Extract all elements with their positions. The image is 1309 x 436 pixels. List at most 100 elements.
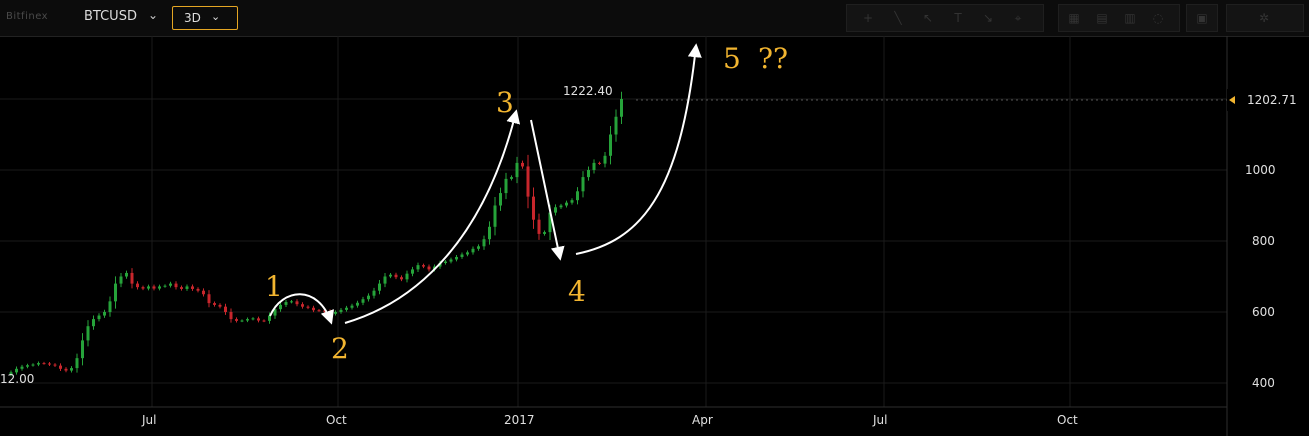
candle-up <box>411 269 414 274</box>
candle-up <box>389 274 392 277</box>
candle-up <box>570 200 574 203</box>
arrow-tool-icon[interactable]: ↖ <box>922 11 934 25</box>
candle-down <box>64 368 68 371</box>
price-tick-label: 1000 <box>1245 163 1276 177</box>
chevron-down-icon[interactable]: ⌄ <box>148 8 159 22</box>
candle-up <box>246 319 249 321</box>
candle-up <box>9 372 13 375</box>
wave-label-1: 1 <box>265 270 283 303</box>
candle-down <box>317 310 321 312</box>
candle-down <box>130 272 134 284</box>
last-price-box <box>1227 89 1309 111</box>
wave-label-5: 5 <box>723 42 741 75</box>
candle-up <box>466 252 469 255</box>
drawing-tools-group: + ╲ ↖ T ↘ ⌖ <box>846 4 1044 32</box>
candle-down <box>400 277 403 280</box>
candle-up <box>119 276 123 284</box>
wave-label-3: 3 <box>496 86 514 119</box>
compare-icon[interactable]: ▤ <box>1096 11 1108 25</box>
candle-up <box>460 254 464 257</box>
candle-down <box>207 294 211 304</box>
candle-up <box>185 286 189 289</box>
candle-down <box>526 166 530 197</box>
settings-icon[interactable]: ✲ <box>1258 11 1270 25</box>
candle-up <box>416 265 420 270</box>
wave-4-arrow <box>530 119 565 261</box>
candle-up <box>488 226 491 240</box>
price-tick-label: 800 <box>1252 234 1275 248</box>
candle-up <box>471 248 475 253</box>
high-price-label: 1222.40 <box>563 84 613 98</box>
candle-up <box>15 368 18 373</box>
candle-up <box>510 177 513 179</box>
price-chart[interactable]: 1000 800 600 400 Jul Oct 2017 Apr Jul Oc… <box>0 36 1309 436</box>
candle-up <box>31 364 35 366</box>
price-tick-label: 400 <box>1252 376 1275 390</box>
plus-icon[interactable]: + <box>862 11 874 25</box>
candle-up <box>37 363 40 365</box>
line-tool-icon[interactable]: ╲ <box>894 11 902 25</box>
candle-up <box>614 116 618 135</box>
layout-icon[interactable]: ▦ <box>1068 11 1080 25</box>
candle-down <box>521 162 524 167</box>
grid-lines <box>0 36 1227 407</box>
wave-5-arrow <box>575 43 702 255</box>
candle-down <box>262 320 266 322</box>
candle-down <box>202 290 205 295</box>
symbol-selector[interactable]: BTCUSD <box>84 9 137 24</box>
candle-down <box>224 306 227 312</box>
last-price-label: 1202.71 <box>1247 93 1297 107</box>
candle-down <box>257 318 260 321</box>
candle-up <box>361 299 365 303</box>
measure-icon[interactable]: ↘ <box>982 11 994 25</box>
candle-down <box>59 365 62 369</box>
time-tick-label: Jul <box>872 413 887 427</box>
candle-up <box>240 320 244 322</box>
candle-down <box>152 286 156 289</box>
template-icon[interactable]: ◌ <box>1152 11 1164 25</box>
candle-up <box>449 259 453 262</box>
candle-up <box>108 301 112 312</box>
candle-up <box>251 318 255 320</box>
candle-up <box>378 283 381 291</box>
interval-selector[interactable]: 3D ⌄ <box>172 6 238 30</box>
candle-up <box>383 276 387 284</box>
text-tool-icon[interactable]: T <box>954 11 962 25</box>
time-axis: Jul Oct 2017 Apr Jul Oct <box>141 413 1078 427</box>
candle-down <box>42 363 46 365</box>
snapshot-icon[interactable]: ▣ <box>1196 11 1208 25</box>
candle-up <box>125 272 128 277</box>
candle-up <box>345 307 348 310</box>
last-price-marker <box>1229 96 1235 104</box>
candle-up <box>20 366 24 369</box>
candle-up <box>444 261 447 264</box>
indicator-icon[interactable]: ▥ <box>1124 11 1136 25</box>
candle-down <box>48 363 51 365</box>
candle-down <box>229 312 233 320</box>
time-tick-label: Oct <box>326 413 347 427</box>
price-axis: 1000 800 600 400 <box>1245 163 1276 390</box>
candle-up <box>587 170 590 178</box>
candle-up <box>279 304 282 310</box>
candle-up <box>273 309 277 316</box>
snapshot-group: ▣ <box>1186 4 1218 32</box>
candle-up <box>163 285 167 287</box>
candle-up <box>548 212 552 233</box>
cursor-icon[interactable]: ⌖ <box>1014 11 1022 25</box>
candle-up <box>92 319 95 327</box>
candle-up <box>576 191 579 201</box>
candle-up <box>493 205 497 227</box>
wave-label-2: 2 <box>331 332 349 365</box>
candle-up <box>581 177 585 192</box>
candle-down <box>213 303 216 305</box>
candles-layer <box>9 91 623 377</box>
candle-up <box>372 290 376 296</box>
candle-down <box>218 304 222 307</box>
candle-up <box>147 286 150 289</box>
candle-down <box>136 283 139 288</box>
candle-up <box>356 302 359 306</box>
candle-up <box>499 193 502 206</box>
low-price-label: 12.00 <box>0 372 34 386</box>
candle-up <box>169 283 172 286</box>
candle-up <box>86 326 90 341</box>
